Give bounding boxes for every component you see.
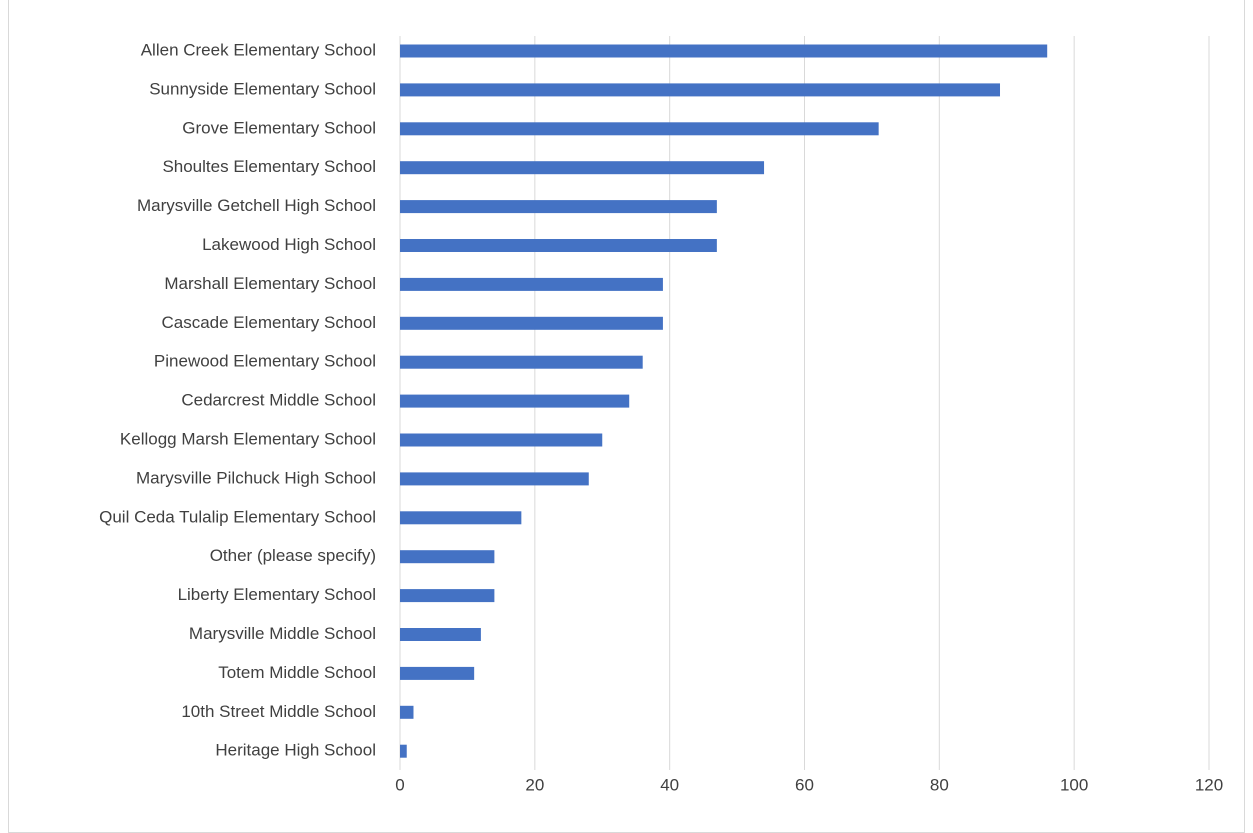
x-tick-label: 40: [660, 775, 679, 794]
x-tick-label: 120: [1195, 775, 1223, 794]
category-label: Kellogg Marsh Elementary School: [120, 429, 376, 448]
bar: [400, 744, 407, 758]
category-label: Sunnyside Elementary School: [149, 79, 376, 98]
gridlines: [399, 36, 1210, 770]
category-label: Heritage High School: [215, 741, 376, 760]
bar: [400, 355, 643, 369]
bar: [400, 433, 603, 447]
bars: [400, 44, 1048, 758]
x-tick-label: 20: [525, 775, 544, 794]
category-label: Shoultes Elementary School: [162, 157, 376, 176]
category-label: Allen Creek Elementary School: [141, 40, 376, 59]
x-tick-label: 60: [795, 775, 814, 794]
category-label: Grove Elementary School: [182, 118, 376, 137]
bar-chart: Allen Creek Elementary School Sunnyside E…: [99, 36, 1223, 794]
category-labels: Allen Creek Elementary School Sunnyside E…: [99, 40, 376, 759]
x-axis-tick-labels: 0 20 40 60 80 100 120: [395, 775, 1223, 794]
x-tick-label: 80: [930, 775, 949, 794]
category-label: Liberty Elementary School: [178, 585, 376, 604]
category-label: Other (please specify): [210, 546, 376, 565]
bar: [400, 83, 1001, 97]
category-label: Cedarcrest Middle School: [181, 391, 376, 410]
bar: [400, 511, 522, 525]
category-label: Lakewood High School: [202, 235, 376, 254]
bar: [400, 628, 481, 641]
bar: [400, 550, 495, 564]
bar: [400, 44, 1048, 58]
bar: [400, 472, 589, 486]
chart-area: Allen Creek Elementary School Sunnyside E…: [8, 0, 1245, 833]
category-label: Quil Ceda Tulalip Elementary School: [99, 507, 376, 526]
bar: [400, 200, 717, 214]
category-label: Marysville Middle School: [189, 624, 376, 643]
bar: [400, 316, 663, 330]
category-label: Marysville Pilchuck High School: [136, 468, 376, 487]
bar: [400, 589, 495, 603]
x-tick-label: 0: [395, 775, 404, 794]
bar: [400, 277, 663, 291]
category-label: Marshall Elementary School: [164, 274, 376, 293]
bar: [400, 122, 879, 136]
category-label: Marysville Getchell High School: [137, 196, 376, 215]
bar: [400, 666, 475, 680]
bar: [400, 394, 630, 408]
bar: [400, 239, 717, 252]
bar: [400, 705, 414, 719]
bar: [400, 161, 765, 175]
category-label: Totem Middle School: [218, 663, 376, 682]
category-label: Pinewood Elementary School: [154, 352, 376, 371]
category-label: Cascade Elementary School: [161, 313, 376, 332]
x-tick-label: 100: [1060, 775, 1088, 794]
category-label: 10th Street Middle School: [181, 702, 376, 721]
